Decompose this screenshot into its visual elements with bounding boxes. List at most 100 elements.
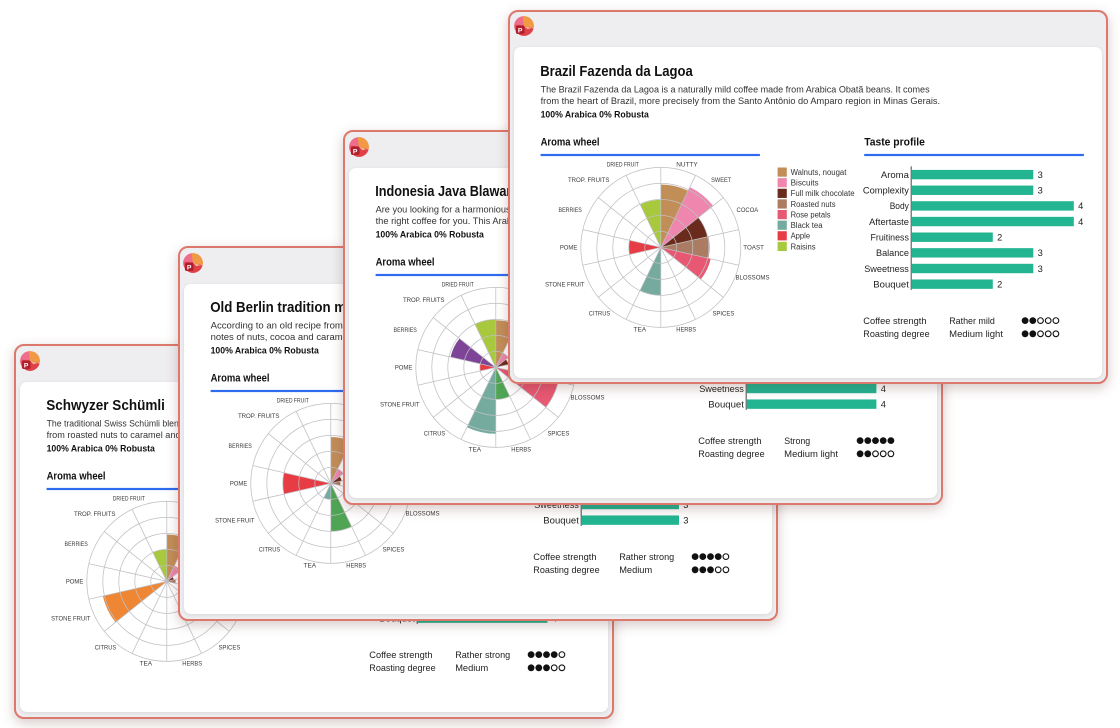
svg-text:CITRUS: CITRUS bbox=[258, 547, 279, 554]
svg-text:STONE FRUIT: STONE FRUIT bbox=[215, 517, 255, 524]
svg-text:COCOA: COCOA bbox=[737, 207, 759, 214]
svg-text:DRIED FRUIT: DRIED FRUIT bbox=[442, 281, 474, 288]
svg-text:BERRIES: BERRIES bbox=[65, 541, 88, 548]
svg-text:Walnuts, nougat: Walnuts, nougat bbox=[791, 168, 848, 177]
svg-text:Medium light: Medium light bbox=[784, 449, 838, 459]
svg-text:CITRUS: CITRUS bbox=[589, 310, 610, 317]
svg-text:BLOSSOMS: BLOSSOMS bbox=[571, 395, 605, 402]
svg-text:Coffee strength: Coffee strength bbox=[863, 315, 926, 325]
svg-text:3: 3 bbox=[683, 500, 688, 510]
svg-text:Aroma wheel: Aroma wheel bbox=[376, 257, 435, 269]
svg-text:TROP. FRUITS: TROP. FRUITS bbox=[74, 511, 116, 518]
svg-text:STONE FRUIT: STONE FRUIT bbox=[51, 615, 91, 622]
svg-text:Roasting degree: Roasting degree bbox=[369, 663, 435, 673]
svg-text:HERBS: HERBS bbox=[511, 447, 531, 454]
svg-text:TEA: TEA bbox=[469, 447, 482, 454]
svg-text:TOAST: TOAST bbox=[743, 244, 764, 251]
svg-text:Apple: Apple bbox=[791, 231, 811, 240]
svg-text:Rose petals: Rose petals bbox=[791, 210, 831, 219]
svg-text:BERRIES: BERRIES bbox=[394, 327, 417, 334]
svg-text:Rather strong: Rather strong bbox=[455, 650, 510, 660]
svg-text:Aroma wheel: Aroma wheel bbox=[541, 136, 600, 148]
svg-text:Aroma wheel: Aroma wheel bbox=[47, 471, 106, 483]
svg-text:CITRUS: CITRUS bbox=[424, 431, 445, 438]
svg-text:Medium: Medium bbox=[619, 565, 652, 575]
svg-text:SWEET: SWEET bbox=[711, 177, 731, 184]
svg-text:P: P bbox=[187, 264, 192, 271]
svg-text:3: 3 bbox=[683, 515, 688, 525]
svg-text:SPICES: SPICES bbox=[218, 645, 240, 652]
svg-text:BLOSSOMS: BLOSSOMS bbox=[736, 274, 770, 281]
svg-text:Raisins: Raisins bbox=[791, 242, 816, 251]
svg-text:3: 3 bbox=[1038, 169, 1043, 179]
svg-text:2: 2 bbox=[997, 232, 1002, 242]
svg-text:from the heart of Brazil, more: from the heart of Brazil, more precisely… bbox=[541, 95, 941, 105]
svg-text:Roasting degree: Roasting degree bbox=[533, 565, 599, 575]
svg-text:STONE FRUIT: STONE FRUIT bbox=[380, 401, 420, 408]
svg-text:DRIED FRUIT: DRIED FRUIT bbox=[607, 161, 639, 168]
svg-text:TROP. FRUITS: TROP. FRUITS bbox=[237, 413, 279, 420]
svg-text:SPICES: SPICES bbox=[382, 547, 404, 554]
svg-text:P: P bbox=[23, 362, 28, 369]
svg-text:SPICES: SPICES bbox=[547, 431, 569, 438]
svg-text:Taste profile: Taste profile bbox=[864, 136, 925, 148]
svg-text:2: 2 bbox=[997, 279, 1002, 289]
svg-text:Strong: Strong bbox=[784, 436, 810, 446]
svg-text:POME: POME bbox=[560, 244, 578, 251]
svg-text:The Brazil Fazenda da Lagoa is: The Brazil Fazenda da Lagoa is a natural… bbox=[541, 84, 930, 94]
svg-text:HERBS: HERBS bbox=[182, 661, 202, 668]
svg-text:TROP. FRUITS: TROP. FRUITS bbox=[568, 177, 610, 184]
svg-text:4: 4 bbox=[1078, 201, 1083, 211]
svg-text:HERBS: HERBS bbox=[346, 563, 366, 570]
svg-text:Full milk chocolate: Full milk chocolate bbox=[791, 189, 855, 198]
svg-text:Rather mild: Rather mild bbox=[949, 315, 995, 325]
svg-text:4: 4 bbox=[881, 384, 886, 394]
svg-text:100% Arabica 0% Robusta: 100% Arabica 0% Robusta bbox=[376, 228, 485, 239]
svg-text:Schwyzer Schümli: Schwyzer Schümli bbox=[46, 397, 165, 414]
svg-text:Fruitiness: Fruitiness bbox=[871, 232, 910, 242]
svg-text:Sweetness: Sweetness bbox=[534, 500, 579, 510]
svg-text:Rather strong: Rather strong bbox=[619, 552, 674, 562]
svg-text:Brazil Fazenda da Lagoa: Brazil Fazenda da Lagoa bbox=[540, 62, 693, 79]
svg-text:POME: POME bbox=[66, 579, 84, 586]
svg-text:Aroma wheel: Aroma wheel bbox=[210, 373, 269, 385]
svg-text:DRIED FRUIT: DRIED FRUIT bbox=[113, 495, 145, 502]
svg-text:Bouquet: Bouquet bbox=[543, 515, 579, 525]
svg-text:TROP. FRUITS: TROP. FRUITS bbox=[403, 297, 445, 304]
svg-text:Biscuits: Biscuits bbox=[791, 178, 819, 187]
svg-text:Medium light: Medium light bbox=[949, 328, 1003, 338]
svg-text:3: 3 bbox=[1038, 263, 1043, 273]
svg-text:3: 3 bbox=[1038, 185, 1043, 195]
svg-text:P: P bbox=[352, 148, 357, 155]
svg-text:CITRUS: CITRUS bbox=[95, 645, 116, 652]
svg-text:100% Arabica 0% Robusta: 100% Arabica 0% Robusta bbox=[47, 442, 156, 453]
svg-text:3: 3 bbox=[1038, 248, 1043, 258]
svg-text:Black tea: Black tea bbox=[791, 221, 824, 230]
svg-text:TEA: TEA bbox=[140, 661, 153, 668]
svg-text:Balance: Balance bbox=[876, 248, 909, 258]
svg-text:BERRIES: BERRIES bbox=[559, 207, 582, 214]
svg-text:Sweetness: Sweetness bbox=[699, 384, 744, 394]
svg-text:Body: Body bbox=[890, 201, 910, 211]
svg-text:100% Arabica 0% Robusta: 100% Arabica 0% Robusta bbox=[210, 344, 319, 355]
svg-text:Aftertaste: Aftertaste bbox=[869, 216, 909, 226]
svg-text:BERRIES: BERRIES bbox=[228, 443, 251, 450]
svg-text:Bouquet: Bouquet bbox=[873, 279, 909, 289]
svg-text:Indonesia Java Blawan: Indonesia Java Blawan bbox=[375, 183, 514, 200]
svg-text:100% Arabica 0% Robusta: 100% Arabica 0% Robusta bbox=[541, 108, 650, 119]
svg-text:POME: POME bbox=[395, 365, 413, 372]
svg-text:4: 4 bbox=[881, 399, 886, 409]
svg-text:Sweetness: Sweetness bbox=[864, 263, 909, 273]
svg-text:Coffee strength: Coffee strength bbox=[698, 436, 761, 446]
svg-text:P: P bbox=[517, 27, 522, 34]
svg-text:HERBS: HERBS bbox=[676, 326, 696, 333]
svg-text:Coffee strength: Coffee strength bbox=[533, 552, 596, 562]
svg-text:DRIED FRUIT: DRIED FRUIT bbox=[276, 397, 308, 404]
svg-text:TEA: TEA bbox=[634, 326, 647, 333]
svg-text:POME: POME bbox=[229, 481, 247, 488]
svg-text:Roasting degree: Roasting degree bbox=[698, 449, 764, 459]
svg-text:Bouquet: Bouquet bbox=[708, 399, 744, 409]
svg-text:Coffee strength: Coffee strength bbox=[369, 650, 432, 660]
svg-text:4: 4 bbox=[1078, 216, 1083, 226]
svg-text:Roasting degree: Roasting degree bbox=[863, 328, 929, 338]
